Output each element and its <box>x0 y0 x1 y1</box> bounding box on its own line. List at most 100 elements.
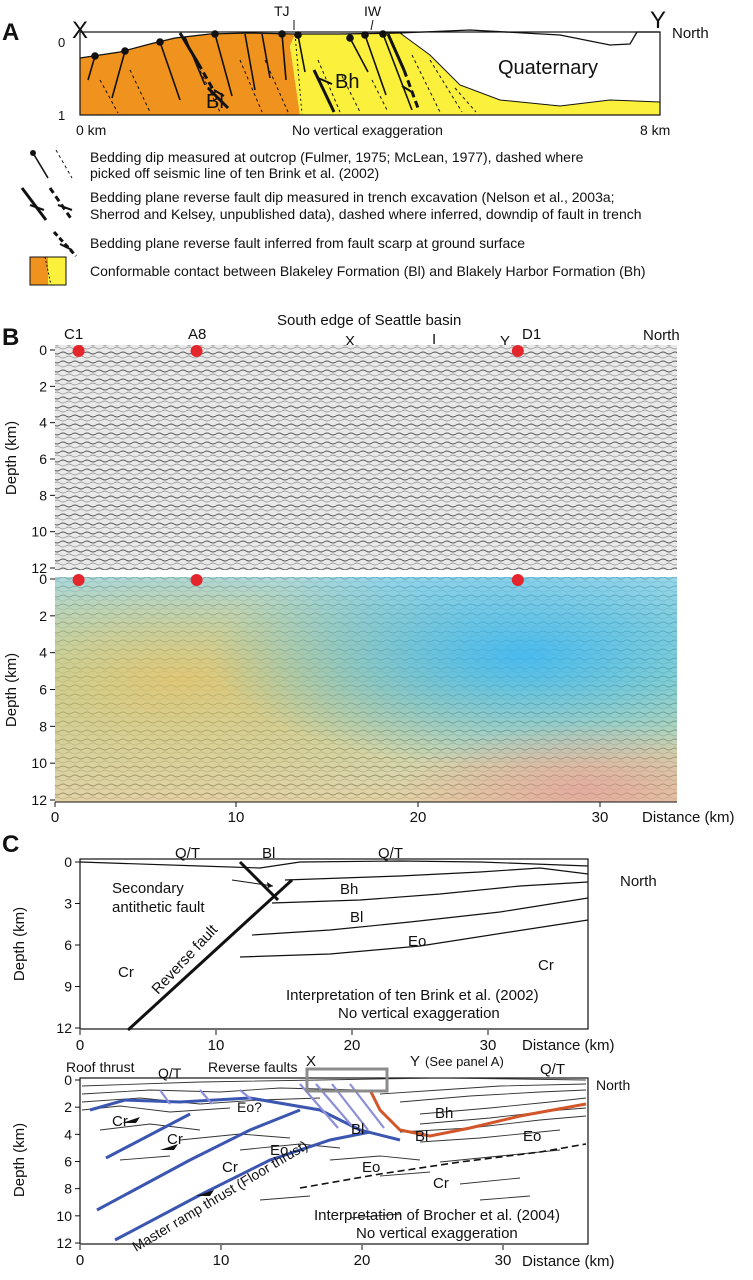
seismic-section-raw <box>55 345 677 570</box>
panel-b: B South edge of Seattle basin North C1 A… <box>2 312 735 826</box>
ct-secondary-1: Secondary <box>112 880 184 897</box>
b-distance-tick-label: 10 <box>228 809 245 826</box>
cb-cr2: Cr <box>167 1131 183 1148</box>
panel-c-north: North <box>620 873 657 890</box>
cb-note-2: No vertical exaggeration <box>356 1225 518 1242</box>
trench-faults <box>178 32 420 113</box>
cb-reverse: Reverse faults <box>208 1059 297 1075</box>
cb-x: X <box>306 1053 316 1070</box>
cb-note-1: Interpretation of Brocher et al. (2004) <box>314 1207 560 1224</box>
ct-bl: Bl <box>350 909 363 926</box>
panel-a-depth-1: 1 <box>58 108 65 123</box>
ct-distance-axis: 0 10 20 30 <box>76 1030 496 1054</box>
well-marker-a8-lower <box>190 574 203 586</box>
cb-roof: Roof thrust <box>66 1059 135 1075</box>
cb-bl: Bl <box>415 1128 428 1145</box>
dist-start: 0 km <box>76 122 106 138</box>
scarp-fault-symbol-icon <box>52 230 78 258</box>
cb-dashed-horizon <box>299 1143 587 1189</box>
ct-depth-tick-label: 3 <box>64 896 72 912</box>
panel-a-legend: Bedding dip measured at outcrop (Fulmer,… <box>20 149 646 286</box>
cb-see: (See panel A) <box>425 1054 504 1069</box>
cb-eo1: Eo <box>523 1128 541 1145</box>
legend-text-2b: Sherrod and Kelsey, unpublished data), d… <box>90 206 642 222</box>
cb-distance-tick-label: 10 <box>213 1252 230 1269</box>
ct-qt1: Q/T <box>175 845 200 862</box>
cb-depth-tick-label: 8 <box>64 1181 72 1197</box>
cb-reflectors <box>81 1077 587 1219</box>
well-marker-d1-lower <box>511 574 524 586</box>
b-lower-depth-tick-label: 12 <box>31 792 47 808</box>
cb-depth-tick-label: 2 <box>64 1099 72 1115</box>
b-upper-depth-tick-label: 0 <box>39 342 47 358</box>
legend-text-2a: Bedding plane reverse fault dip measured… <box>90 189 615 205</box>
b-distance-tick-label: 0 <box>51 809 59 826</box>
b-upper-depth-tick-label: 10 <box>31 524 47 540</box>
cb-depth-tick-label: 6 <box>64 1154 72 1170</box>
cb-distance-tick-label: 20 <box>354 1252 371 1269</box>
ct-distance-tick-label: 10 <box>208 1037 225 1054</box>
cb-arrows <box>122 1117 214 1196</box>
cb-distance-tick-label: 30 <box>495 1252 512 1269</box>
cb-xlabel: Distance (km) <box>522 1253 615 1270</box>
cb-y: Y <box>410 1053 420 1070</box>
ct-reverse-label: Reverse fault <box>148 921 221 998</box>
ct-antithetic-fault <box>238 860 280 902</box>
panel-c-bottom: Roof thrust Q/T Reverse faults X Y (See … <box>11 1053 630 1270</box>
legend-text-4: Conformable contact between Blakeley For… <box>90 263 646 279</box>
well-marker-a8-upper <box>190 345 203 357</box>
well-c1-label: C1 <box>64 326 83 343</box>
y-endpoint-label: Y <box>650 7 666 34</box>
ct-depth-tick-label: 0 <box>64 854 72 870</box>
trench-fault-symbol-icon <box>20 187 74 221</box>
marker-i: I <box>432 331 436 348</box>
cb-qt1: Q/T <box>158 1065 182 1081</box>
well-markers <box>72 345 524 586</box>
marker-y: Y <box>500 333 510 350</box>
ct-note-2: No vertical exaggeration <box>338 1005 500 1022</box>
cb-cr1: Cr <box>112 1113 128 1130</box>
legend-text-1a: Bedding dip measured at outcrop (Fulmer,… <box>90 149 584 165</box>
cb-bl-mid: Bl <box>351 1121 364 1138</box>
cb-depth-tick-label: 12 <box>56 1235 72 1251</box>
b-upper-depth-tick-label: 2 <box>39 378 47 394</box>
ct-eo: Eo <box>408 933 426 950</box>
cb-depth-tick-label: 0 <box>64 1072 72 1088</box>
b-lower-depth-tick-label: 2 <box>39 608 47 624</box>
ct-depth-tick-label: 9 <box>64 979 72 995</box>
lower-depth-axis: 0 2 4 6 8 10 12 <box>31 571 55 808</box>
well-marker-d1-upper <box>511 345 524 357</box>
panel-a-north: North <box>672 25 709 42</box>
cb-cr4: Cr <box>433 1175 449 1192</box>
dist-end: 8 km <box>640 122 670 138</box>
panel-a-letter: A <box>2 19 19 46</box>
cb-depth-label: Depth (km) <box>11 1123 28 1197</box>
quaternary-area <box>400 30 660 106</box>
outcrop-dip-symbol-icon <box>30 149 73 179</box>
cb-eo2: Eo <box>270 1142 288 1159</box>
cb-orange-horizon <box>368 1089 587 1138</box>
ct-depth-tick-label: 6 <box>64 937 72 953</box>
ct-depth-label: Depth (km) <box>11 907 28 981</box>
ct-note-1: Interpretation of ten Brink et al. (2002… <box>286 987 539 1004</box>
cb-distance-axis: 0 10 20 30 <box>76 1245 512 1269</box>
upper-depth-label: Depth (km) <box>3 421 20 495</box>
blakeley-formation-area <box>80 33 300 115</box>
panel-a-note: No vertical exaggeration <box>292 122 443 138</box>
panel-b-xlabel: Distance (km) <box>642 809 735 826</box>
b-distance-tick-label: 30 <box>592 809 609 826</box>
well-d1-label: D1 <box>522 326 541 343</box>
cb-cr3: Cr <box>222 1159 238 1176</box>
cb-bh: Bh <box>435 1105 453 1122</box>
panel-b-letter: B <box>2 324 19 351</box>
b-upper-depth-tick-label: 4 <box>39 415 47 431</box>
well-marker-c1-lower <box>72 574 85 586</box>
panel-c-top: C North Q/T Bl Q/T Bh Bl Eo Cr Cr Second… <box>2 831 657 1054</box>
unit-bl-label: Bl <box>206 91 224 113</box>
b-upper-depth-tick-label: 8 <box>39 487 47 503</box>
b-lower-depth-tick-label: 4 <box>39 645 47 661</box>
ct-secondary-2: antithetic fault <box>112 899 205 916</box>
b-lower-depth-tick-label: 0 <box>39 571 47 587</box>
cb-qt2: Q/T <box>540 1061 565 1078</box>
panel-a-location-box <box>305 1067 389 1093</box>
